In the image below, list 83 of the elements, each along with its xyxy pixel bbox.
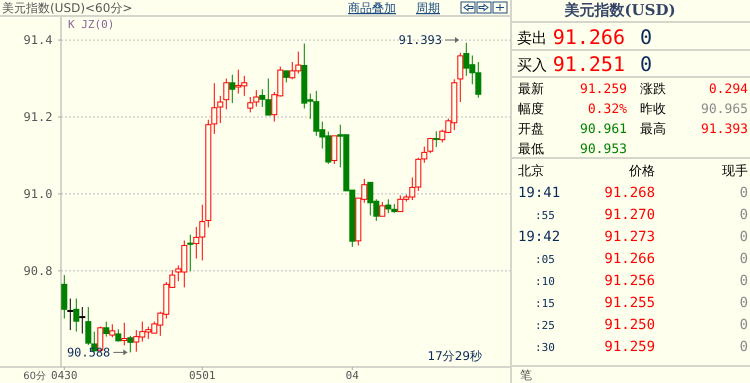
text: 90.953: [580, 142, 627, 157]
candlestick: [67, 298, 74, 331]
text: :30: [535, 341, 555, 354]
text: 0: [740, 229, 748, 245]
text: 91.266: [552, 25, 625, 49]
text: 北京: [518, 164, 544, 179]
text: 幅度: [518, 101, 544, 117]
text: 60分: [23, 370, 46, 382]
candlestick: [427, 137, 434, 154]
text: 开盘: [518, 122, 544, 137]
text: :55: [535, 209, 555, 222]
text: 昨收: [640, 102, 666, 117]
text: 91.393: [701, 122, 748, 137]
text: 91.251: [552, 52, 625, 76]
text: 0: [740, 339, 748, 355]
text: 91.250: [604, 317, 655, 333]
candlestick: [79, 306, 86, 334]
candlestick: [73, 298, 80, 332]
text: 0: [740, 317, 748, 333]
candlestick: [457, 52, 464, 102]
candlestick: [85, 306, 92, 346]
x-tick-label: 0430: [51, 369, 78, 382]
text: 91.256: [604, 273, 655, 289]
candlestick: [253, 90, 260, 108]
text: 90.961: [580, 122, 627, 137]
candlestick: [223, 78, 230, 110]
text: 0: [740, 295, 748, 311]
text: 最新: [518, 82, 544, 97]
text: 现手: [722, 164, 748, 179]
y-tick-label: 91.4: [24, 33, 52, 48]
text: 0: [740, 273, 748, 289]
text: 90.965: [701, 102, 748, 117]
candlestick: [115, 328, 122, 342]
text: 19:41: [518, 185, 560, 201]
text: 0: [640, 52, 652, 76]
y-tick-label: 91.2: [24, 110, 52, 124]
y-tick-label: 90.8: [24, 264, 52, 278]
text: 91.270: [604, 207, 655, 223]
text: 周期: [416, 1, 440, 15]
text: :25: [535, 319, 555, 332]
text: 91.266: [604, 251, 655, 267]
text: :05: [535, 253, 555, 266]
text: 0: [740, 185, 748, 201]
text: 19:42: [518, 229, 560, 245]
candlestick: [433, 130, 440, 148]
text: 0.294: [708, 82, 748, 97]
text: 91.259: [580, 82, 627, 97]
candlestick: [109, 324, 116, 338]
text: 0.32%: [588, 102, 628, 117]
candlestick: [379, 202, 386, 218]
x-tick-label: 04: [346, 369, 360, 382]
text: 0: [740, 207, 748, 223]
x-tick-label: 0501: [189, 369, 216, 382]
text: 美元指数(USD): [563, 1, 676, 19]
text: 最低: [518, 142, 544, 157]
y-tick-label: 91.0: [24, 186, 52, 201]
text: :10: [535, 275, 555, 288]
text: 0: [640, 25, 652, 49]
annotation: 91.393: [398, 33, 442, 47]
text: 91.273: [604, 229, 655, 245]
text: 商品叠加: [348, 1, 396, 15]
candlestick: [121, 322, 128, 346]
chart-title: 美元指数(USD)<60分>: [2, 1, 132, 15]
candlestick: [217, 95, 224, 124]
text: 卖出: [517, 29, 547, 47]
candlestick: [229, 74, 236, 104]
text: 买入: [517, 56, 547, 74]
text: :15: [535, 297, 555, 310]
candlestick: [247, 96, 254, 113]
candlestick: [187, 234, 194, 272]
candlestick: [127, 335, 134, 353]
annotation: K JZ(0): [68, 18, 114, 31]
annotation: 90.588: [66, 345, 110, 360]
text: 价格: [628, 164, 655, 179]
text: 最高: [640, 121, 666, 137]
text: 涨跌: [640, 82, 666, 97]
text: 笔: [520, 368, 532, 382]
text: 91.268: [604, 185, 655, 201]
annotation: 17分29秒: [427, 349, 482, 363]
text: 91.255: [604, 295, 655, 311]
candlestick: [103, 321, 110, 338]
text: 0: [740, 251, 748, 267]
text: 91.259: [604, 339, 655, 355]
